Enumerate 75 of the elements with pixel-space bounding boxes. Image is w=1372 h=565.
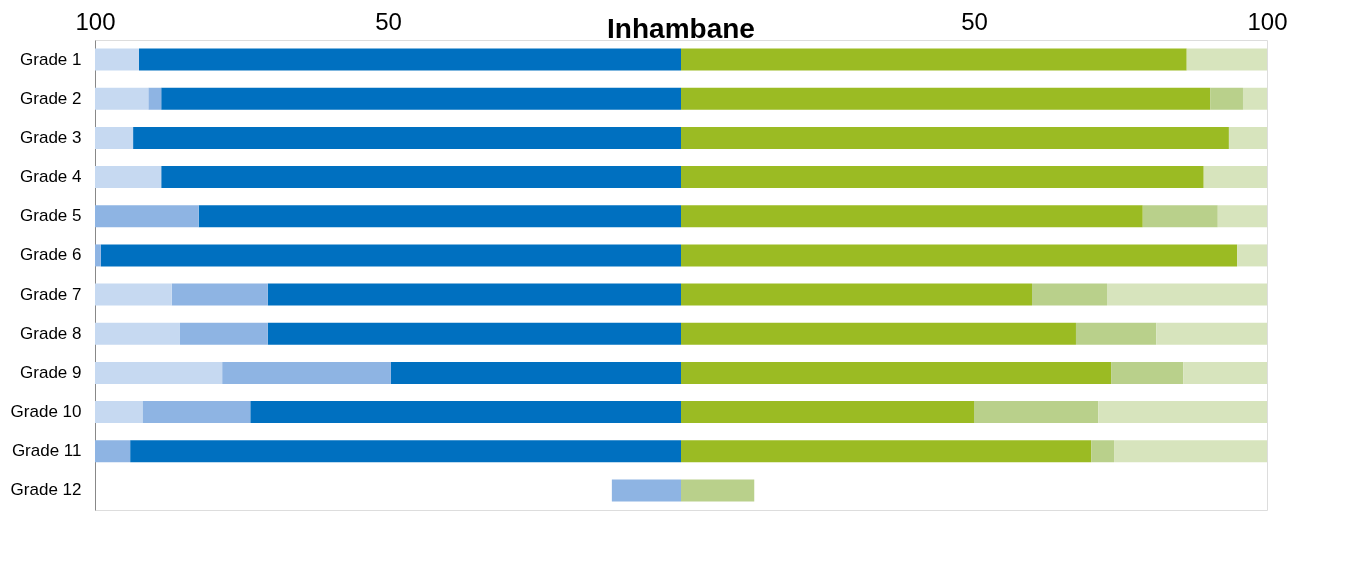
bar	[95, 244, 101, 267]
y-tick-label: Grade 8	[20, 323, 82, 343]
bar	[95, 166, 162, 189]
bar	[681, 440, 1092, 463]
x-tick-label: 100	[75, 7, 116, 35]
y-tick-label: Grade 12	[10, 480, 82, 500]
bar	[681, 166, 1204, 189]
y-tick-label: Grade 4	[20, 167, 82, 187]
bar	[681, 87, 1211, 110]
bar	[1217, 205, 1267, 228]
bar	[133, 126, 681, 149]
bar	[138, 48, 681, 71]
bar	[267, 322, 681, 345]
bar	[681, 244, 1238, 267]
bar	[148, 87, 162, 110]
bar	[250, 401, 681, 424]
bar	[161, 166, 681, 189]
bar	[1032, 283, 1108, 306]
bar	[95, 440, 131, 463]
bar	[1237, 244, 1267, 267]
bar	[179, 322, 268, 345]
y-tick-label: Grade 3	[20, 127, 82, 147]
bar	[681, 361, 1112, 384]
bar	[681, 479, 755, 502]
bar	[95, 401, 143, 424]
bar	[130, 440, 681, 463]
y-tick-label: Grade 7	[20, 284, 82, 304]
bar	[1228, 126, 1267, 149]
y-tick-label: Grade 11	[11, 441, 82, 461]
bar	[1183, 361, 1267, 384]
bar	[95, 322, 180, 345]
bar	[1156, 322, 1267, 345]
chart-title: Inhambane	[607, 13, 755, 44]
bar	[161, 87, 681, 110]
bar	[681, 48, 1187, 71]
bar	[95, 126, 134, 149]
bar	[1203, 166, 1267, 189]
y-tick-label: Grade 9	[20, 362, 82, 382]
bar	[1091, 440, 1115, 463]
x-tick-label: 50	[961, 7, 988, 35]
y-tick-label: Grade 5	[20, 206, 82, 226]
bar	[1098, 401, 1267, 424]
y-tick-label: Grade 2	[20, 88, 82, 108]
bar	[1142, 205, 1218, 228]
x-tick-label: 100	[1247, 7, 1288, 35]
bar	[1210, 87, 1243, 110]
bar	[95, 87, 149, 110]
bar	[1114, 440, 1267, 463]
bar	[100, 244, 681, 267]
bar	[681, 283, 1033, 306]
bar	[1242, 87, 1267, 110]
bar	[390, 361, 681, 384]
bar	[222, 361, 391, 384]
y-tick-label: Grade 10	[10, 402, 82, 422]
bar	[611, 479, 681, 502]
bar	[95, 48, 139, 71]
bar	[681, 322, 1076, 345]
bar	[142, 401, 251, 424]
bar	[681, 126, 1229, 149]
bar	[681, 401, 974, 424]
bar	[95, 283, 172, 306]
bar	[974, 401, 1099, 424]
bar	[1075, 322, 1157, 345]
bar	[681, 205, 1143, 228]
y-tick-label: Grade 6	[20, 245, 82, 265]
bar	[95, 361, 223, 384]
bar	[267, 283, 681, 306]
bar	[1107, 283, 1267, 306]
bar	[198, 205, 681, 228]
bar	[1111, 361, 1184, 384]
x-tick-label: 50	[375, 7, 402, 35]
bar	[171, 283, 268, 306]
y-tick-label: Grade 1	[20, 49, 82, 69]
bar	[95, 205, 199, 228]
bar	[1186, 48, 1267, 71]
